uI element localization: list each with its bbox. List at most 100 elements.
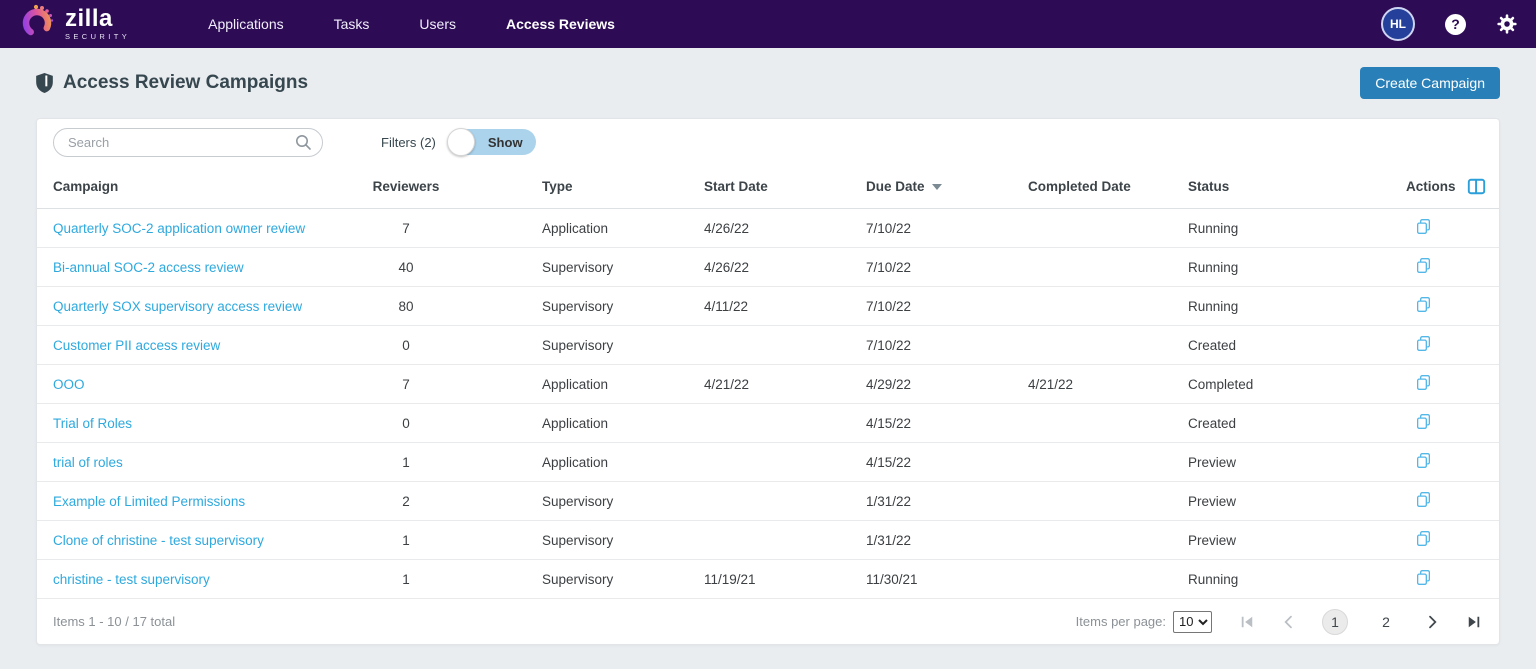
campaign-link[interactable]: trial of roles [53,454,123,470]
next-page-icon[interactable] [1424,614,1440,630]
actions-cell [1406,413,1499,433]
table-body: Quarterly SOC-2 application owner review… [37,209,1499,599]
clone-campaign-icon[interactable] [1415,452,1432,469]
actions-cell [1406,530,1499,550]
type-cell: Supervisory [542,298,614,314]
filters-label: Filters (2) [381,134,436,150]
clone-campaign-icon[interactable] [1415,530,1432,547]
campaign-link[interactable]: OOO [53,376,85,392]
table-row: Bi-annual SOC-2 access review 40 Superviso… [37,248,1499,287]
due-date-cell: 7/10/22 [866,337,912,353]
clone-campaign-icon[interactable] [1415,335,1432,352]
status-cell: Preview [1188,532,1237,548]
actions-cell [1406,452,1499,472]
filters-toggle[interactable]: Show [446,128,536,156]
campaign-cell: OOO [53,377,366,392]
search-icon [295,134,312,156]
table-row: Customer PII access review 0 Supervisory 7/… [37,326,1499,365]
type-cell: Application [542,415,609,431]
nav-item-tasks[interactable]: Tasks [333,16,370,32]
clone-campaign-icon[interactable] [1415,491,1432,508]
type-cell: Supervisory [542,532,614,548]
due-date-cell: 1/31/22 [866,532,912,548]
col-header-completed-date[interactable]: Completed Date [1028,179,1131,194]
clone-campaign-icon[interactable] [1415,218,1432,235]
start-date-cell: 4/21/22 [704,376,750,392]
page-button-1[interactable]: 1 [1322,608,1348,635]
table-header-row: Campaign Reviewers Type Start Date Due D… [37,165,1499,209]
reviewers-cell: 40 [398,259,414,275]
type-cell: Supervisory [542,493,614,509]
campaign-link[interactable]: Clone of christine - test supervisory [53,532,264,548]
help-icon[interactable]: ? [1445,13,1466,35]
nav-item-users[interactable]: Users [419,16,456,32]
campaign-link[interactable]: Example of Limited Permissions [53,493,246,509]
reviewers-cell: 80 [398,298,414,314]
settings-gear-icon[interactable] [1496,13,1518,35]
page-header: Access Review Campaigns Create Campaign [0,48,1536,118]
col-header-due-date[interactable]: Due Date [866,179,1028,194]
campaign-link[interactable]: Customer PII access review [53,337,221,353]
due-date-cell: 1/31/22 [866,493,912,509]
nav-item-applications[interactable]: Applications [208,16,284,32]
col-header-status[interactable]: Status [1188,179,1230,194]
first-page-icon[interactable] [1238,613,1256,631]
start-date-cell: 4/11/22 [704,298,749,314]
clone-campaign-icon[interactable] [1415,374,1432,391]
reviewers-cell: 2 [402,493,410,509]
reviewers-cell: 7 [402,220,410,236]
type-cell: Supervisory [542,571,614,587]
brand-logo[interactable]: zilla SECURITY [18,3,130,46]
due-date-cell: 7/10/22 [866,259,912,275]
items-per-page-label: Items per page: [1075,614,1166,629]
table-row: Quarterly SOC-2 application owner review… [37,209,1499,248]
start-date-cell: 11/19/21 [704,571,756,587]
page-button-2[interactable]: 2 [1373,609,1399,635]
campaign-cell: Quarterly SOC-2 application owner review [53,221,366,236]
nav-item-access-reviews[interactable]: Access Reviews [505,16,615,32]
start-date-cell: 4/26/22 [704,220,750,236]
last-page-icon[interactable] [1465,613,1483,631]
campaign-cell: Bi-annual SOC-2 access review [53,260,366,275]
campaign-link[interactable]: Quarterly SOC-2 application owner review [53,220,306,236]
page-title: Access Review Campaigns [36,72,308,94]
toggle-label: Show [487,134,523,150]
campaign-link[interactable]: christine - test supervisory [53,571,210,587]
actions-cell [1406,257,1499,277]
status-cell: Created [1188,415,1237,431]
table-row: Quarterly SOX supervisory access review 8… [37,287,1499,326]
type-cell: Application [542,454,609,470]
campaign-link[interactable]: Quarterly SOX supervisory access review [53,298,303,314]
col-header-campaign[interactable]: Campaign [53,179,119,194]
due-date-cell: 7/10/22 [866,298,912,314]
col-header-type[interactable]: Type [542,179,573,194]
create-campaign-button[interactable]: Create Campaign [1360,67,1500,99]
clone-campaign-icon[interactable] [1415,296,1432,313]
page-title-text: Access Review Campaigns [63,72,309,93]
clone-campaign-icon[interactable] [1415,413,1432,430]
table-row: trial of roles 1 Application 4/15/22 Preview [37,443,1499,482]
campaign-link[interactable]: Trial of Roles [53,415,133,431]
table-row: Clone of christine - test supervisory 1 Su… [37,521,1499,560]
user-avatar[interactable]: HL [1381,7,1415,41]
campaign-cell: christine - test supervisory [53,572,366,587]
col-header-actions: Actions [1406,179,1456,194]
due-date-cell: 4/29/22 [866,376,912,392]
col-header-start-date[interactable]: Start Date [704,179,768,194]
toggle-knob[interactable] [446,128,475,156]
actions-cell [1406,218,1499,238]
start-date-cell: 4/26/22 [704,259,750,275]
campaigns-card: Filters (2) Show Campaign Reviewers Type… [36,118,1500,645]
items-per-page-select[interactable]: 10 [1173,610,1212,633]
status-cell: Created [1188,337,1237,353]
pagination-controls: 1 2 [1238,608,1483,635]
search-input[interactable] [53,127,323,157]
reviewers-cell: 0 [402,337,410,353]
col-header-reviewers[interactable]: Reviewers [372,179,440,194]
previous-page-icon[interactable] [1281,614,1297,630]
clone-campaign-icon[interactable] [1415,569,1432,586]
actions-cell [1406,491,1499,511]
campaign-link[interactable]: Bi-annual SOC-2 access review [53,259,244,275]
column-picker-icon[interactable] [1467,177,1486,196]
clone-campaign-icon[interactable] [1415,257,1432,274]
